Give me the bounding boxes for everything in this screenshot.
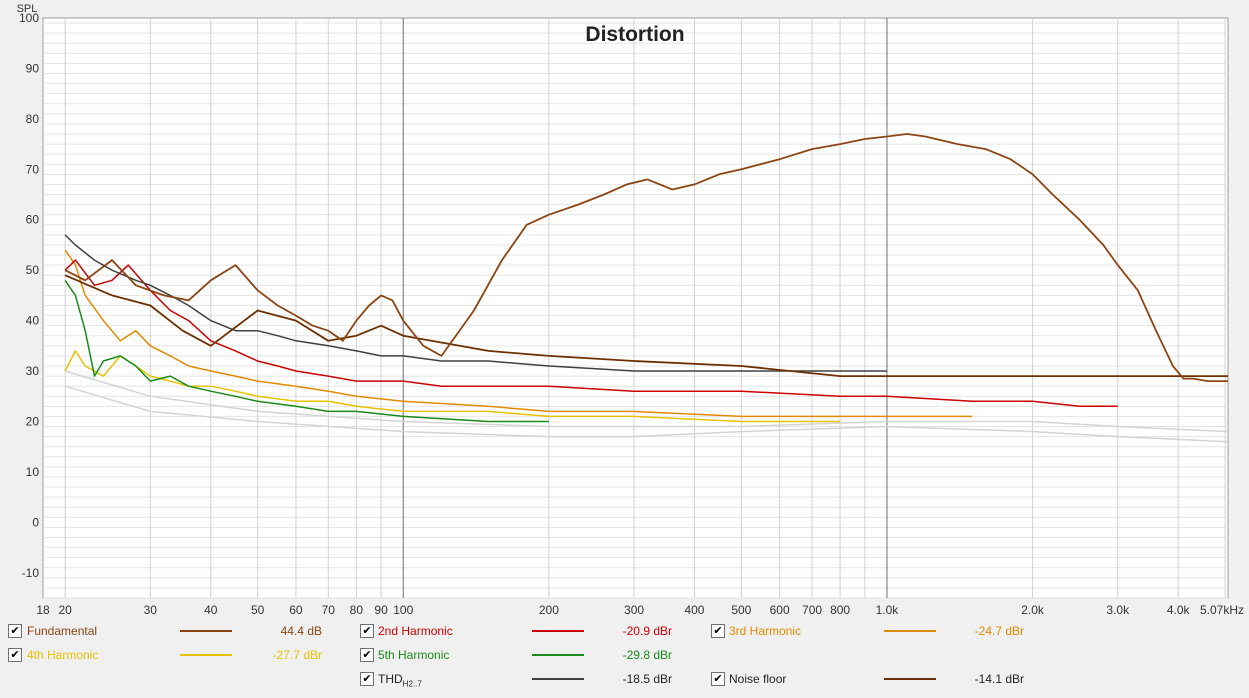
legend-series-name: Noise floor bbox=[729, 672, 787, 686]
y-tick-label: 40 bbox=[26, 314, 40, 328]
y-tick-label: -10 bbox=[22, 566, 40, 580]
legend-item: ✔ Noise floor -14.1 dBr bbox=[711, 669, 1024, 691]
x-tick-label: 20 bbox=[58, 603, 72, 617]
x-tick-label: 100 bbox=[393, 603, 413, 617]
legend-series-name: 3rd Harmonic bbox=[729, 624, 802, 638]
series-line bbox=[64, 234, 887, 372]
x-tick-label: 400 bbox=[684, 603, 704, 617]
x-tick-label: 700 bbox=[802, 603, 822, 617]
x-tick-label: 5.07kHz bbox=[1200, 603, 1244, 617]
legend-checkbox[interactable]: ✔ bbox=[360, 648, 374, 662]
x-tick-label: 2.0k bbox=[1021, 603, 1045, 617]
x-tick-labels: 18 20 30 40 50 60 70 80 90 100 200 300 400 500 600 700 8… bbox=[36, 603, 1244, 617]
x-tick-label: 1.0k bbox=[876, 603, 900, 617]
y-tick-label: 80 bbox=[26, 112, 40, 126]
legend-value: -27.7 dBr bbox=[272, 648, 322, 662]
series-line bbox=[64, 385, 1228, 443]
legend-checkbox[interactable]: ✔ bbox=[360, 672, 374, 686]
legend-series-name: 2nd Harmonic bbox=[378, 624, 453, 638]
legend-value: -18.5 dBr bbox=[622, 672, 672, 686]
legend-value: -20.9 dBr bbox=[622, 624, 672, 638]
series-line bbox=[64, 249, 973, 418]
legend-line-swatch bbox=[532, 678, 584, 680]
x-tick-label: 80 bbox=[350, 603, 364, 617]
legend-series-name: 5th Harmonic bbox=[378, 648, 450, 662]
plot-area bbox=[42, 17, 1229, 599]
x-tick-label: 40 bbox=[204, 603, 218, 617]
y-tick-label: 20 bbox=[26, 414, 40, 428]
y-axis-label: SPL bbox=[17, 3, 38, 15]
legend-item: ✔ 2nd Harmonic -20.9 dBr bbox=[360, 621, 672, 643]
chart-title: Distortion bbox=[585, 23, 684, 46]
legend-item: ✔ 5th Harmonic -29.8 dBr bbox=[360, 645, 672, 667]
x-tick-label: 200 bbox=[539, 603, 559, 617]
legend-line-swatch bbox=[180, 654, 232, 656]
x-tick-label: 50 bbox=[251, 603, 265, 617]
series-line bbox=[64, 350, 841, 423]
legend-line-swatch bbox=[884, 630, 936, 632]
y-tick-label: 100 bbox=[19, 11, 39, 25]
legend-checkbox[interactable]: ✔ bbox=[711, 672, 725, 686]
y-tick-label: 30 bbox=[26, 364, 40, 378]
x-tick-label: 60 bbox=[289, 603, 303, 617]
legend-value: 44.4 dB bbox=[280, 624, 322, 638]
x-tick-label: 70 bbox=[322, 603, 336, 617]
series-line bbox=[64, 274, 1228, 378]
y-tick-label: 10 bbox=[26, 465, 40, 479]
legend-value: -24.7 dBr bbox=[974, 624, 1024, 638]
legend-checkbox[interactable]: ✔ bbox=[711, 624, 725, 638]
x-tick-label: 18 bbox=[36, 603, 50, 617]
series-line bbox=[64, 259, 1118, 408]
legend-series-name: 4th Harmonic bbox=[27, 648, 99, 662]
legend-series-name: THDH2..7 bbox=[378, 672, 422, 689]
series-group bbox=[64, 133, 1228, 443]
legend-line-swatch bbox=[884, 678, 936, 680]
legend-item: ✔ 4th Harmonic -27.7 dBr bbox=[8, 645, 322, 667]
x-tick-label: 90 bbox=[374, 603, 388, 617]
legend-line-swatch bbox=[532, 654, 584, 656]
legend-item: ✔ THDH2..7 -18.5 dBr bbox=[360, 669, 672, 691]
legend-checkbox[interactable]: ✔ bbox=[360, 624, 374, 638]
series-line bbox=[64, 133, 1228, 383]
legend-line-swatch bbox=[180, 630, 232, 632]
legend-value: -29.8 dBr bbox=[622, 648, 672, 662]
x-tick-label: 300 bbox=[624, 603, 644, 617]
y-tick-label: 90 bbox=[26, 61, 40, 75]
legend-line-swatch bbox=[532, 630, 584, 632]
series-line bbox=[64, 370, 1228, 433]
x-tick-label: 30 bbox=[144, 603, 158, 617]
y-tick-label: 50 bbox=[26, 263, 40, 277]
x-tick-label: 3.0k bbox=[1106, 603, 1130, 617]
x-tick-label: 600 bbox=[770, 603, 790, 617]
legend-checkbox[interactable]: ✔ bbox=[8, 624, 22, 638]
x-tick-label: 800 bbox=[830, 603, 850, 617]
y-tick-label: 60 bbox=[26, 213, 40, 227]
legend-item: ✔ 3rd Harmonic -24.7 dBr bbox=[711, 621, 1024, 643]
legend: ✔ Fundamental 44.4 dB ✔ 2nd Harmonic -20.9 dB… bbox=[0, 620, 1249, 698]
y-tick-label: 70 bbox=[26, 162, 40, 176]
legend-series-name: Fundamental bbox=[27, 624, 98, 638]
legend-checkbox[interactable]: ✔ bbox=[8, 648, 22, 662]
legend-series-subscript: H2..7 bbox=[402, 679, 422, 689]
y-tick-label: 0 bbox=[32, 515, 39, 529]
legend-item: ✔ Fundamental 44.4 dB bbox=[8, 621, 322, 643]
x-tick-label: 4.0k bbox=[1167, 603, 1191, 617]
series-line bbox=[64, 279, 549, 423]
x-tick-label: 500 bbox=[731, 603, 751, 617]
legend-value: -14.1 dBr bbox=[974, 672, 1024, 686]
